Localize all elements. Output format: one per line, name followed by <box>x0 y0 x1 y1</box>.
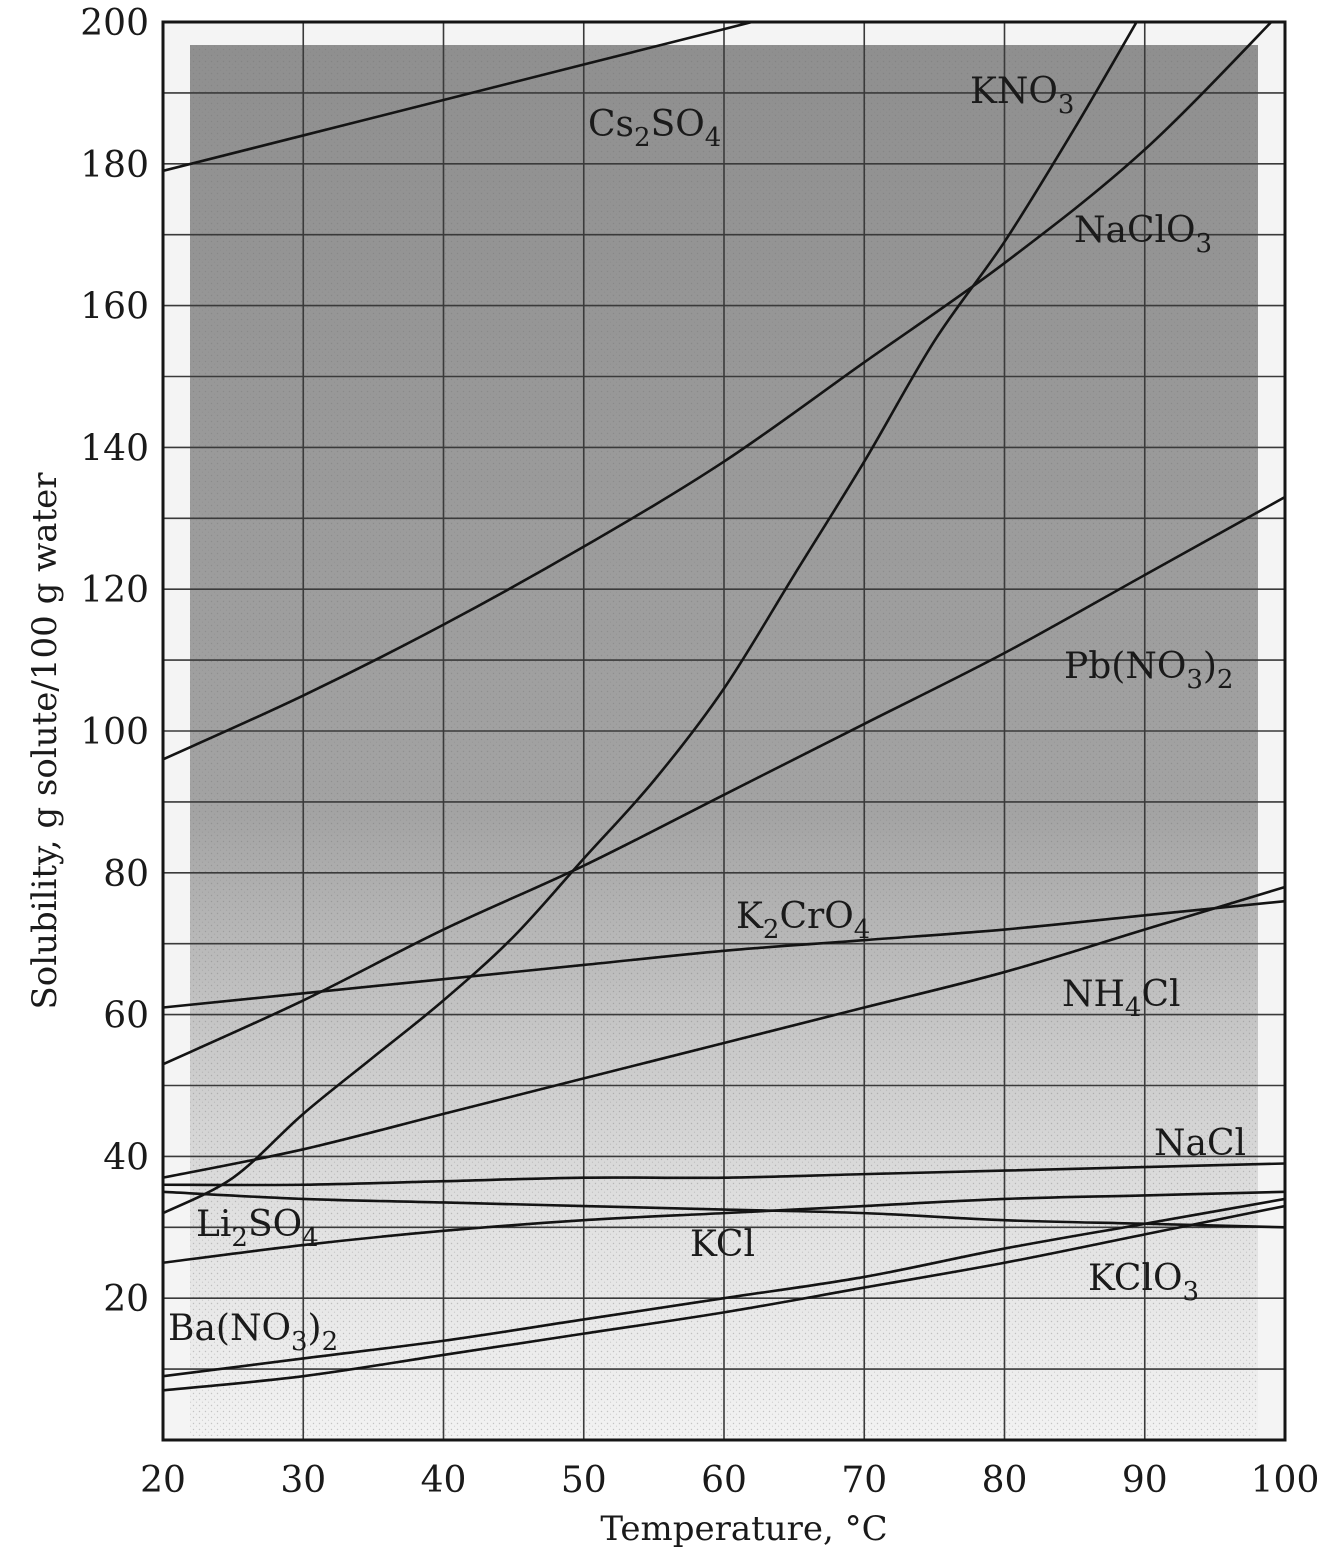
y-axis-ticks: 20 40 60 80 100 120 140 160 180 200 <box>80 3 149 1320</box>
x-axis-ticks: 20 30 40 50 60 70 80 90 100 <box>140 1460 1319 1501</box>
y-tick-label: 20 <box>103 1279 149 1320</box>
x-tick-label: 40 <box>421 1460 467 1501</box>
y-tick-label: 200 <box>80 3 149 44</box>
label-kcl: KCl <box>690 1224 755 1265</box>
y-tick-label: 80 <box>103 854 149 895</box>
x-tick-label: 30 <box>280 1460 326 1501</box>
x-tick-label: 80 <box>982 1460 1028 1501</box>
x-tick-label: 20 <box>140 1460 186 1501</box>
y-tick-label: 180 <box>80 145 149 186</box>
label-nacl: NaCl <box>1154 1123 1246 1164</box>
x-tick-label: 70 <box>841 1460 887 1501</box>
x-axis-title: Temperature, °C <box>600 1509 887 1549</box>
x-tick-label: 100 <box>1251 1460 1320 1501</box>
y-tick-label: 40 <box>103 1137 149 1178</box>
y-tick-label: 140 <box>80 428 149 469</box>
x-tick-label: 50 <box>561 1460 607 1501</box>
y-tick-label: 60 <box>103 996 149 1037</box>
x-tick-label: 60 <box>701 1460 747 1501</box>
y-tick-label: 120 <box>80 570 149 611</box>
y-axis-title: Solubility, g solute/100 g water <box>25 472 65 1010</box>
y-tick-label: 160 <box>80 287 149 328</box>
y-tick-label: 100 <box>80 712 149 753</box>
x-tick-label: 90 <box>1122 1460 1168 1501</box>
